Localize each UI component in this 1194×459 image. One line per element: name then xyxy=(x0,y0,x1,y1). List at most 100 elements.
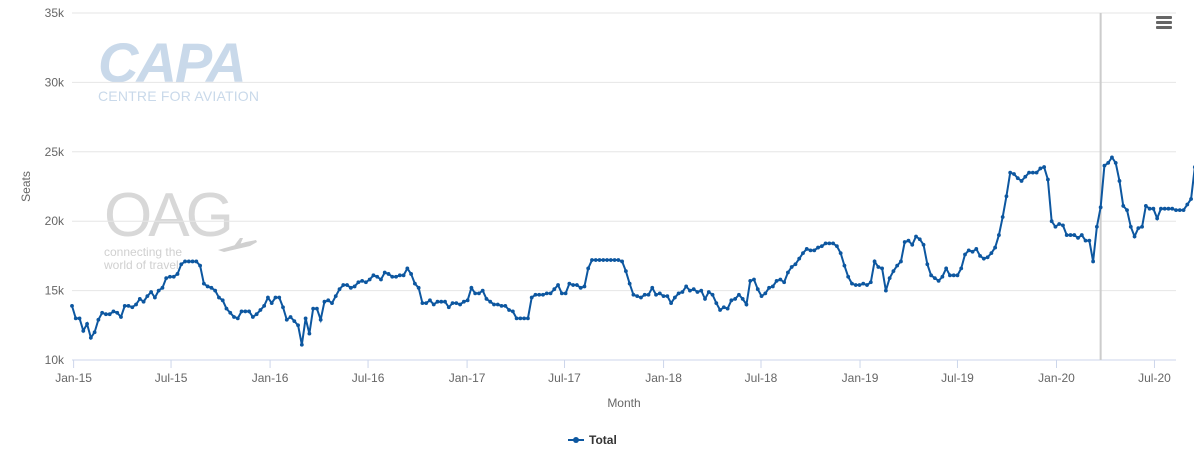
data-point[interactable] xyxy=(149,290,154,294)
data-point[interactable] xyxy=(1162,206,1167,211)
data-point[interactable] xyxy=(201,281,206,286)
data-point[interactable] xyxy=(397,273,402,278)
data-point[interactable] xyxy=(130,305,135,310)
data-point[interactable] xyxy=(993,245,998,250)
data-point[interactable] xyxy=(81,328,86,333)
data-point[interactable] xyxy=(228,310,233,315)
data-point[interactable] xyxy=(978,254,982,258)
data-point[interactable] xyxy=(224,306,229,311)
data-point[interactable] xyxy=(699,288,704,293)
data-point[interactable] xyxy=(1140,224,1144,229)
data-point[interactable] xyxy=(831,241,836,246)
data-point[interactable] xyxy=(360,278,365,283)
data-point[interactable] xyxy=(92,330,97,335)
data-point[interactable] xyxy=(1098,205,1103,210)
data-point[interactable] xyxy=(1125,208,1129,213)
data-point[interactable] xyxy=(315,306,319,311)
data-point[interactable] xyxy=(620,259,625,264)
data-point[interactable] xyxy=(1012,172,1016,176)
data-point[interactable] xyxy=(209,285,214,290)
data-point[interactable] xyxy=(797,256,802,261)
data-point[interactable] xyxy=(865,283,869,287)
data-point[interactable] xyxy=(563,291,568,296)
data-point[interactable] xyxy=(171,274,176,279)
data-point[interactable] xyxy=(616,258,621,262)
data-point[interactable] xyxy=(326,298,331,303)
data-point[interactable] xyxy=(73,316,78,321)
data-point[interactable] xyxy=(450,301,455,305)
data-point[interactable] xyxy=(1143,204,1148,208)
data-point[interactable] xyxy=(767,285,771,290)
data-point[interactable] xyxy=(88,335,93,340)
data-point[interactable] xyxy=(100,310,105,315)
data-point[interactable] xyxy=(548,291,553,296)
data-point[interactable] xyxy=(431,302,436,307)
data-point[interactable] xyxy=(819,244,824,249)
data-point[interactable] xyxy=(341,283,346,287)
data-point[interactable] xyxy=(1019,179,1024,183)
data-point[interactable] xyxy=(541,292,545,297)
data-point[interactable] xyxy=(107,312,112,317)
data-point[interactable] xyxy=(122,303,127,308)
data-point[interactable] xyxy=(454,301,459,305)
data-point[interactable] xyxy=(917,237,922,242)
data-point[interactable] xyxy=(921,242,926,247)
data-point[interactable] xyxy=(198,263,203,268)
data-point[interactable] xyxy=(1113,161,1118,165)
data-point[interactable] xyxy=(235,316,240,321)
data-point[interactable] xyxy=(861,281,866,286)
data-point[interactable] xyxy=(752,277,756,282)
data-point[interactable] xyxy=(665,294,670,299)
data-point[interactable] xyxy=(786,270,790,275)
data-point[interactable] xyxy=(1061,223,1065,228)
data-point[interactable] xyxy=(1053,224,1058,229)
data-point[interactable] xyxy=(507,308,511,312)
data-point[interactable] xyxy=(1102,163,1107,168)
data-point[interactable] xyxy=(582,284,587,289)
data-point[interactable] xyxy=(499,303,504,308)
data-point[interactable] xyxy=(714,301,719,305)
data-point[interactable] xyxy=(1170,206,1175,211)
data-point[interactable] xyxy=(782,280,787,285)
data-point[interactable] xyxy=(379,277,383,282)
data-point[interactable] xyxy=(333,294,338,299)
data-point[interactable] xyxy=(1027,170,1031,175)
data-point[interactable] xyxy=(578,285,583,290)
legend[interactable]: Total xyxy=(568,433,617,447)
data-point[interactable] xyxy=(910,242,915,247)
data-point[interactable] xyxy=(247,309,251,314)
data-point[interactable] xyxy=(1166,206,1171,211)
data-point[interactable] xyxy=(194,259,199,264)
data-point[interactable] xyxy=(684,284,689,289)
data-point[interactable] xyxy=(846,274,851,279)
data-point[interactable] xyxy=(590,258,594,262)
data-point[interactable] xyxy=(405,266,410,271)
data-point[interactable] xyxy=(906,238,911,243)
data-point[interactable] xyxy=(1015,176,1020,181)
data-point[interactable] xyxy=(156,288,161,293)
data-point[interactable] xyxy=(296,323,300,328)
data-point[interactable] xyxy=(1068,233,1073,237)
data-point[interactable] xyxy=(96,317,101,322)
data-point[interactable] xyxy=(567,281,572,286)
data-point[interactable] xyxy=(902,240,907,244)
data-point[interactable] xyxy=(529,295,534,300)
data-point[interactable] xyxy=(733,297,738,301)
data-point[interactable] xyxy=(597,258,602,262)
data-point[interactable] xyxy=(190,259,195,264)
chart-context-menu-button[interactable] xyxy=(1152,14,1176,36)
data-point[interactable] xyxy=(672,295,677,300)
data-point[interactable] xyxy=(254,312,259,317)
data-point[interactable] xyxy=(205,284,210,289)
data-point[interactable] xyxy=(465,298,470,303)
data-point[interactable] xyxy=(266,295,270,300)
data-point[interactable] xyxy=(1091,259,1096,264)
data-point[interactable] xyxy=(1159,206,1163,211)
data-point[interactable] xyxy=(164,276,169,281)
data-point[interactable] xyxy=(356,280,361,285)
data-point[interactable] xyxy=(850,281,854,286)
data-point[interactable] xyxy=(691,287,696,292)
data-point[interactable] xyxy=(827,241,832,246)
data-point[interactable] xyxy=(1087,238,1092,243)
data-point[interactable] xyxy=(1045,177,1050,182)
